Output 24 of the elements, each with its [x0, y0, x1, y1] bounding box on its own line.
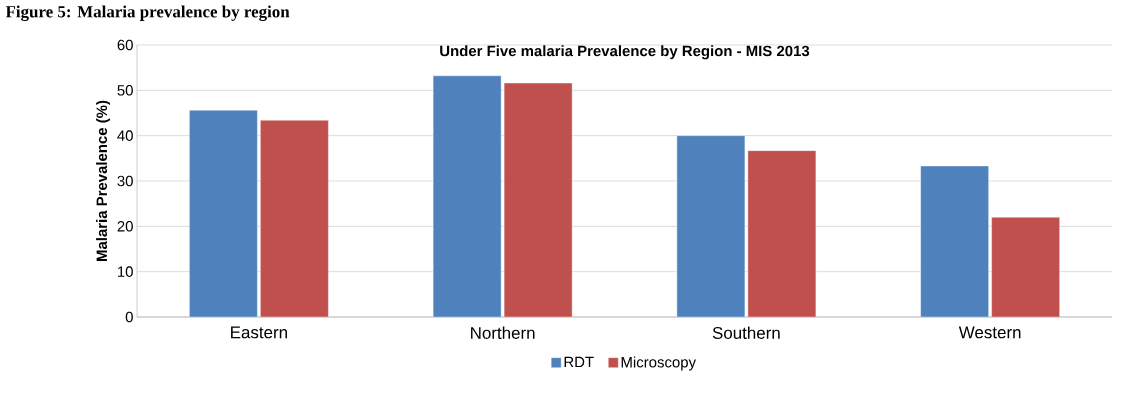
- x-tick-label: Eastern: [231, 326, 287, 339]
- bar: [920, 165, 989, 317]
- y-tick-label: 40: [117, 130, 133, 141]
- y-tick-label: 50: [117, 85, 133, 96]
- bar: [260, 120, 329, 317]
- bar: [503, 82, 573, 317]
- x-tick-label: Southern: [712, 326, 780, 339]
- y-tick-label: 0: [125, 311, 133, 323]
- bar: [676, 135, 746, 317]
- chart-title: Under Five malaria Prevalence by Region - MIS 2013: [440, 45, 810, 60]
- x-tick-label: Western: [958, 326, 1021, 339]
- caption: Figure 5: Malaria prevalence by region: [5, 5, 290, 21]
- bar: [189, 110, 258, 317]
- y-tick-label: 10: [118, 266, 133, 277]
- y-tick-label: 30: [117, 175, 133, 187]
- legend-label: Microscopy: [621, 356, 696, 371]
- legend-label: RDT: [564, 356, 594, 368]
- x-tick-label: Northern: [471, 326, 535, 339]
- bar: [747, 150, 817, 317]
- bar: [432, 75, 502, 317]
- y-tick-label: 60: [117, 39, 133, 51]
- y-axis-title: Malaria Prevalence (%): [96, 100, 111, 261]
- y-tick-label: 20: [117, 221, 133, 232]
- bar: [991, 217, 1060, 317]
